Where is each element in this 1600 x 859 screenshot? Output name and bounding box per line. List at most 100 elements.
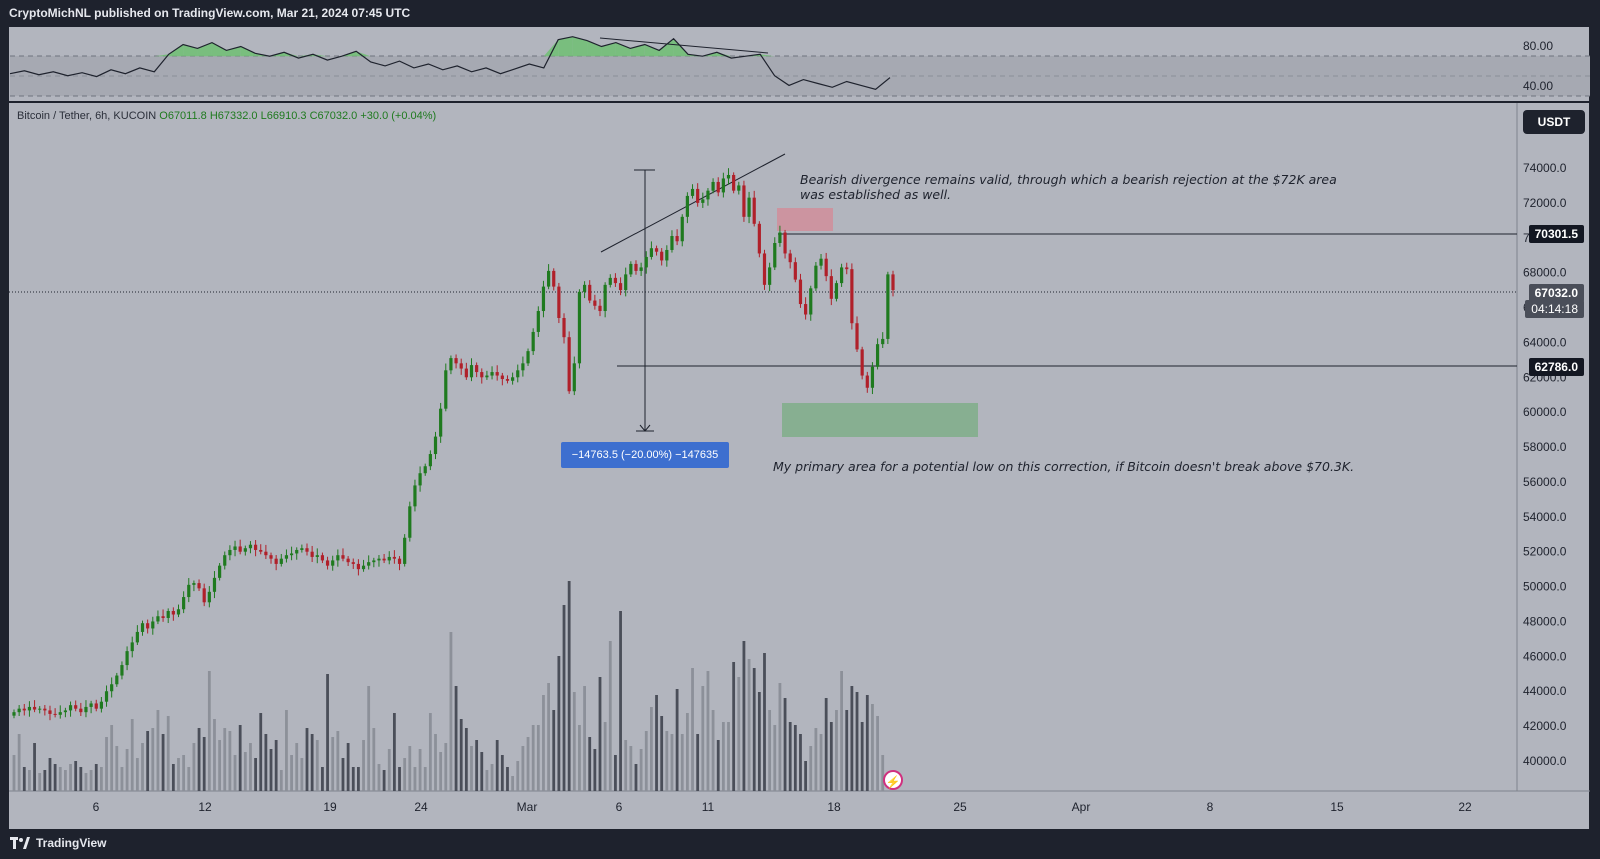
rsi-overbought-segment (760, 54, 775, 57)
volume-bar (737, 677, 741, 791)
volume-bar (28, 770, 31, 791)
candle-body (660, 251, 664, 261)
volume-bar (629, 746, 633, 791)
candle-body (886, 274, 890, 339)
candle-body (403, 537, 407, 564)
resistance-zone[interactable] (777, 208, 833, 231)
volume-bar (423, 767, 427, 791)
price-trendline[interactable] (600, 153, 786, 253)
volume-bar (768, 710, 772, 791)
volume-bar (804, 761, 808, 791)
candle-body (120, 665, 124, 676)
volume-bar (403, 758, 407, 791)
candle-body (243, 548, 247, 552)
candle-body (726, 174, 731, 179)
candle-body (68, 705, 73, 711)
divergence-note[interactable]: Bearish divergence remains valid, throug… (800, 172, 1337, 202)
rsi-overbought-segment (356, 51, 371, 57)
volume-bar (763, 653, 766, 791)
candle-body (361, 565, 366, 570)
volume-bar (130, 719, 134, 791)
volume-bar (845, 710, 849, 791)
volume-bar (274, 740, 278, 791)
volume-bar (598, 677, 602, 791)
candlesticks (12, 168, 895, 721)
measure-label[interactable]: −14763.5 (−20.00%) −147635 (561, 442, 729, 468)
tradingview-logo[interactable]: TradingView (10, 829, 106, 857)
volume-bar (228, 731, 232, 791)
volume-bar (69, 764, 72, 791)
lightning-icon[interactable]: ⚡ (883, 770, 903, 790)
symbol-legend[interactable]: Bitcoin / Tether, 6h, KUCOIN O67011.8 H6… (17, 110, 436, 122)
volume-bar (583, 686, 586, 791)
volume-bar (829, 722, 833, 791)
volume-bar (480, 752, 484, 791)
volume-bar (840, 671, 843, 791)
volume-bar (747, 659, 751, 791)
volume-bar (655, 695, 658, 791)
volume-bar (310, 734, 314, 791)
volume-bar (495, 740, 499, 791)
candle-body (521, 363, 525, 371)
candle-body (392, 556, 396, 559)
volume-bar (860, 722, 864, 791)
volume-bar (454, 686, 458, 791)
candle-body (89, 703, 93, 707)
price-tick-label: 72000.0 (1523, 196, 1567, 210)
candle-body (197, 583, 201, 589)
volume-bar (64, 770, 67, 791)
volume-bar (783, 698, 787, 791)
time-tick-label: Mar (517, 800, 538, 814)
candle-body (305, 548, 309, 552)
candle-body (351, 562, 355, 564)
volume-bar (670, 734, 674, 791)
volume-bar (346, 743, 350, 791)
candle-body (38, 708, 42, 710)
volume-bar (881, 755, 885, 791)
candle-body (223, 555, 227, 566)
price-tick-label: 50000.0 (1523, 580, 1567, 594)
volume-bar (814, 728, 818, 791)
volume-bar (624, 740, 628, 791)
candle-body (151, 621, 155, 629)
candle-body (490, 372, 494, 376)
candle-body (552, 270, 556, 287)
price-tick-label: 68000.0 (1523, 266, 1567, 280)
volume-bar (490, 764, 494, 791)
volume-bar (290, 755, 293, 791)
volume-bar (94, 764, 98, 791)
volume-bar (207, 671, 211, 791)
volume-bar (552, 710, 556, 791)
volume-bar (279, 770, 283, 791)
volume-bar (249, 743, 252, 791)
price-tick-label: 58000.0 (1523, 440, 1567, 454)
candle-body (99, 701, 103, 709)
rsi-overbought-segment (716, 52, 732, 57)
candle-body (228, 549, 232, 556)
volume-bar (182, 755, 186, 791)
volume-bar (855, 692, 859, 791)
support-zone[interactable] (782, 403, 978, 437)
candle-body (32, 706, 37, 710)
time-tick-label: 15 (1330, 800, 1344, 814)
price-axis[interactable]: 74000.072000.070000.068000.066000.064000… (1523, 161, 1567, 768)
currency-button[interactable]: USDT (1523, 110, 1585, 134)
candle-body (680, 216, 684, 242)
candle-body (469, 365, 474, 378)
candle-body (670, 236, 674, 250)
volume-bar (485, 770, 489, 791)
candle-body (768, 267, 772, 285)
time-tick-label: 6 (93, 800, 100, 814)
candle-body (346, 558, 350, 563)
candle-body (480, 372, 484, 378)
volume-bar (788, 722, 792, 791)
time-axis[interactable]: 6 12 19 24 Mar 6 11 18 25 Apr 8 15 22 (93, 800, 1472, 814)
volume-bar (685, 713, 689, 791)
candle-body (325, 560, 330, 566)
countdown-label: 04:14:18 (1525, 300, 1584, 318)
candle-body (192, 583, 196, 585)
candle-body (94, 703, 98, 709)
candle-body (423, 466, 427, 474)
low-area-note[interactable]: My primary area for a potential low on t… (773, 459, 1355, 474)
